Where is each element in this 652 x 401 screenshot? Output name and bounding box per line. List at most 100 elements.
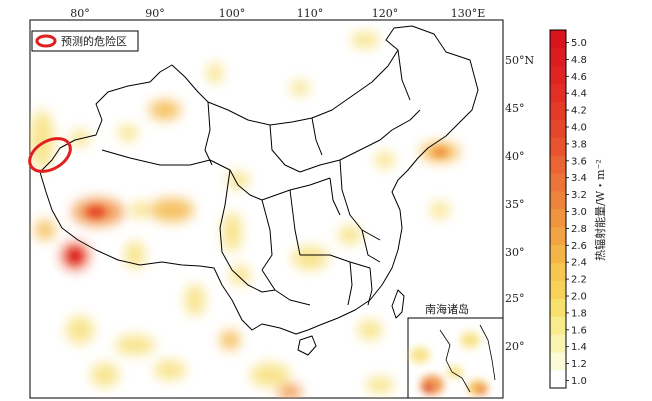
province-border — [269, 124, 301, 173]
colorbar-swatch — [550, 244, 566, 264]
anomaly-zone — [292, 246, 328, 270]
colorbar-swatch — [550, 334, 566, 353]
colorbar-swatch — [550, 191, 566, 210]
anomaly-zone — [118, 125, 138, 141]
anomaly-zone — [338, 226, 362, 244]
colorbar-swatch — [550, 137, 566, 156]
colorbar-tick-label: 2.6 — [571, 241, 587, 252]
province-border — [397, 49, 411, 101]
inset-anomaly — [410, 347, 430, 363]
colorbar: 5.0 4.8 4.6 4.4 4.2 4.0 3.8 3.6 3.4 3.2 3.0 2.8 2.6 2… — [549, 29, 587, 389]
anomaly-zone — [250, 363, 290, 387]
lat-label: 25° — [505, 292, 525, 305]
country-outline — [39, 25, 479, 335]
anomaly-zone — [115, 335, 155, 355]
colorbar-tick-label: 2.4 — [571, 258, 587, 269]
province-border — [311, 117, 323, 156]
colorbar-swatch — [550, 262, 566, 281]
legend-label: 预测的危险区 — [61, 34, 127, 48]
lat-label: 45° — [505, 102, 525, 115]
colorbar-tick-label: 4.4 — [571, 89, 587, 100]
colorbar-tick-label: 3.8 — [571, 139, 587, 150]
province-border — [261, 199, 273, 271]
anomaly-zone — [207, 63, 223, 83]
anomaly-zone — [226, 172, 250, 188]
lat-label: 50°N — [505, 54, 534, 67]
province-border — [261, 269, 311, 306]
boundaries — [39, 25, 479, 356]
inset-anomaly — [478, 386, 486, 394]
colorbar-swatch — [550, 101, 566, 120]
anomaly-zone — [278, 384, 302, 398]
legend-box: 预测的危险区 — [31, 30, 139, 52]
colorbar-tick-label: 4.2 — [571, 106, 587, 117]
anomaly-core — [432, 147, 448, 157]
colorbar-swatch — [550, 352, 566, 371]
colorbar-tick-label: 1.2 — [571, 359, 587, 370]
province-border — [101, 149, 231, 171]
colorbar-swatch — [550, 65, 566, 85]
province-border — [329, 177, 341, 216]
lat-label: 40° — [505, 150, 525, 163]
anomaly-zone — [35, 220, 55, 240]
colorbar-swatch — [550, 316, 566, 335]
anomaly-zone — [149, 100, 181, 120]
colorbar-swatch — [550, 155, 566, 174]
anomaly-zone — [351, 32, 379, 48]
province-border — [367, 267, 373, 306]
anomaly-zone — [70, 130, 90, 146]
anomaly-zone — [375, 152, 395, 168]
colorbar-tick-label: 1.0 — [571, 376, 587, 387]
predicted-danger-zone — [28, 137, 72, 173]
colorbar-swatch — [550, 83, 566, 102]
colorbar-swatch — [550, 280, 566, 299]
anomaly-zone — [430, 202, 450, 218]
anomaly-zone — [222, 212, 242, 252]
province-border — [261, 177, 331, 201]
longitude-labels: 80° 90° 100° 110° 120° 130°E — [70, 7, 485, 20]
anomaly-zone — [230, 265, 250, 285]
colorbar-tick-label: 3.4 — [571, 173, 587, 184]
anomaly-zone — [358, 320, 382, 340]
colorbar-tick-label: 1.6 — [571, 325, 587, 336]
colorbar-tick-label: 2.8 — [571, 224, 587, 235]
colorbar-tick-label: 3.0 — [571, 207, 587, 218]
province-border — [219, 169, 233, 271]
inset-coastline — [439, 329, 471, 393]
lon-label: 120° — [372, 7, 399, 20]
inset-anomaly — [447, 366, 463, 378]
lon-label: 130°E — [451, 7, 486, 20]
colorbar-swatch — [550, 173, 566, 192]
colorbar-swatch — [550, 209, 566, 228]
province-border — [339, 159, 381, 241]
island-hainan — [297, 335, 317, 356]
anomaly-zone — [125, 241, 145, 269]
colorbar-swatch — [550, 119, 566, 138]
anomaly-zone — [91, 363, 119, 387]
colorbar-tick-label: 5.0 — [571, 38, 587, 49]
anomaly-zone — [220, 330, 240, 350]
colorbar-tick-label: 4.6 — [571, 72, 587, 83]
colorbar-tick-label: 3.2 — [571, 190, 587, 201]
lat-label: 35° — [505, 198, 525, 211]
anomaly-zone — [290, 81, 310, 95]
province-border — [347, 261, 353, 306]
colorbar-title: 热辐射能量/W・m⁻² — [593, 159, 607, 261]
anomaly-zone — [366, 377, 394, 393]
colorbar-tick-label: 3.6 — [571, 156, 587, 167]
province-border — [379, 109, 421, 141]
anomaly-core — [86, 206, 106, 218]
lon-label: 90° — [145, 7, 165, 20]
colorbar-tick-label: 2.2 — [571, 275, 587, 286]
lat-label: 20° — [505, 340, 525, 353]
province-border — [231, 269, 276, 293]
lon-label: 80° — [70, 7, 90, 20]
lon-label: 100° — [219, 7, 246, 20]
lat-label: 30° — [505, 246, 525, 259]
colorbar-swatch — [550, 226, 566, 246]
colorbar-swatch — [550, 30, 566, 49]
colorbar-swatch — [550, 47, 566, 67]
colorbar-tick-label: 2.0 — [571, 292, 587, 303]
latitude-labels: 50°N 45° 40° 35° 30° 25° 20° — [505, 54, 534, 353]
legend-ellipse-icon — [35, 34, 57, 48]
